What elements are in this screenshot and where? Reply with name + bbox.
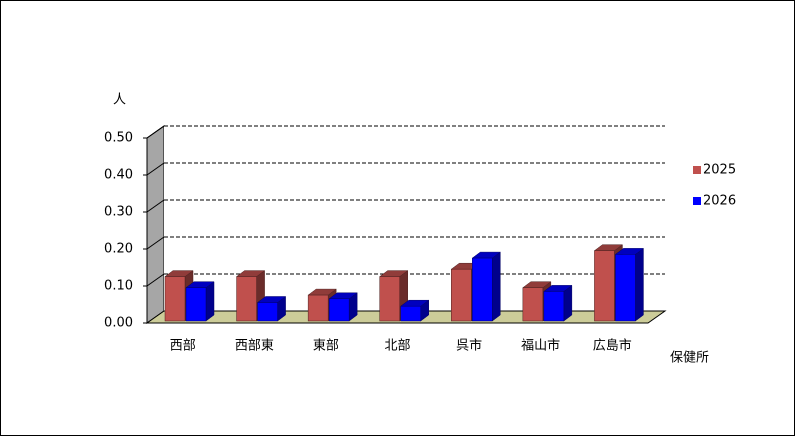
bar xyxy=(379,276,400,322)
legend-swatch xyxy=(693,166,701,174)
y-tick-label: 0.10 xyxy=(104,279,133,294)
x-tick-label: 東部 xyxy=(313,338,339,354)
x-tick-label: 北部 xyxy=(384,339,410,354)
bar xyxy=(307,294,329,322)
wall-grid-line xyxy=(146,273,165,287)
bar xyxy=(257,302,278,322)
wall-grid-line xyxy=(146,236,165,250)
x-tick-label: 西部東 xyxy=(235,338,274,354)
bar xyxy=(236,276,257,322)
bar-side xyxy=(635,247,644,322)
wall-grid-line xyxy=(146,199,165,213)
x-tick-label: 西部 xyxy=(170,339,196,354)
bar-side xyxy=(492,251,501,322)
x-tick-label: 呉市 xyxy=(456,338,482,354)
bar xyxy=(594,250,615,322)
bar xyxy=(543,291,565,322)
bar xyxy=(400,305,421,322)
legend-label: 2026 xyxy=(703,194,736,209)
side-wall xyxy=(146,125,165,324)
bar xyxy=(451,268,472,322)
y-tick-label: 0.00 xyxy=(104,316,133,331)
bar xyxy=(328,298,350,322)
y-tick-label: 0.40 xyxy=(104,168,133,183)
wall-grid-line xyxy=(146,162,165,176)
legend-label: 2025 xyxy=(703,163,736,178)
y-tick-label: 0.50 xyxy=(104,131,133,146)
back-wall xyxy=(164,126,665,311)
bar xyxy=(472,257,493,322)
bar xyxy=(615,254,636,322)
legend-swatch xyxy=(693,197,701,205)
bar xyxy=(164,276,186,322)
y-tick-label: 0.20 xyxy=(104,242,133,257)
x-axis-label: 保健所 xyxy=(670,351,709,366)
y-axis-label: 人 xyxy=(113,93,126,108)
bar xyxy=(522,287,544,322)
wall-grid-line xyxy=(146,125,165,139)
x-tick-label: 福山市 xyxy=(521,338,560,354)
bar xyxy=(185,287,207,322)
y-tick-label: 0.30 xyxy=(104,205,133,220)
bar-side xyxy=(205,281,215,322)
x-tick-label: 広島市 xyxy=(593,338,632,354)
